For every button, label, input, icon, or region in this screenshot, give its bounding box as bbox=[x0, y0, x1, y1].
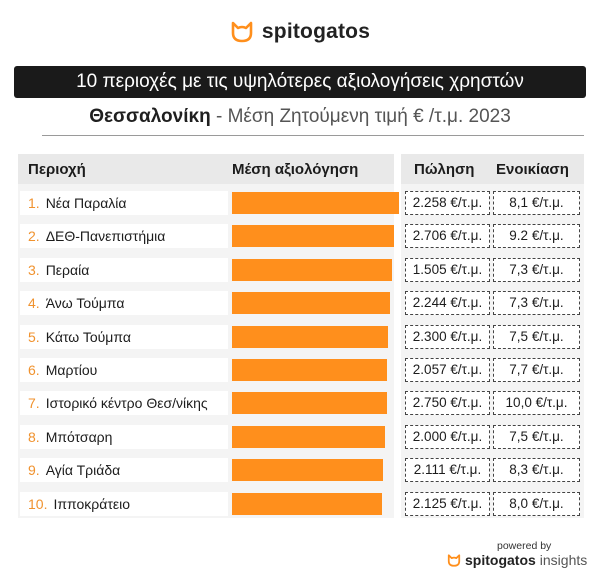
area-label: 2. ΔΕΘ-Πανεπιστήμια bbox=[28, 224, 165, 248]
rent-price-cell: 9.2 €/τ.μ. bbox=[493, 224, 580, 248]
ratings-panel: Περιοχή Μέση αξιολόγηση 1. Νέα Παραλία 2. Δ… bbox=[18, 154, 399, 518]
area-row-background bbox=[20, 291, 228, 315]
area-label: 3. Περαία bbox=[28, 258, 89, 282]
area-name: ΔΕΘ-Πανεπιστήμια bbox=[45, 228, 166, 244]
area-label: 10. Ιπποκράτειο bbox=[28, 492, 130, 516]
subtitle-divider bbox=[42, 135, 584, 136]
area-row-background bbox=[20, 258, 228, 282]
area-label: 8. Μπότσαρη bbox=[28, 425, 112, 449]
rating-bar bbox=[232, 426, 385, 448]
rank-number: 9. bbox=[28, 462, 40, 478]
area-name: Άνω Τούμπα bbox=[45, 295, 125, 311]
area-row-background bbox=[20, 325, 228, 349]
subtitle-rest: - Μέση Ζητούμενη τιμή € /τ.μ. 2023 bbox=[210, 106, 511, 127]
rank-number: 1. bbox=[28, 195, 40, 211]
sale-price-cell: 2.125 €/τ.μ. bbox=[405, 492, 490, 516]
logo-text: spitogatos bbox=[261, 20, 371, 43]
sale-price-cell: 2.244 €/τ.μ. bbox=[405, 291, 490, 315]
rent-price-cell: 7,5 €/τ.μ. bbox=[493, 425, 580, 449]
sale-price-cell: 2.000 €/τ.μ. bbox=[405, 425, 490, 449]
area-name: Ιπποκράτειο bbox=[53, 496, 130, 512]
prices-header-row: Πώληση Ενοικίαση bbox=[401, 154, 584, 184]
rent-price-cell: 7,7 €/τ.μ. bbox=[493, 358, 580, 382]
area-name: Μπότσαρη bbox=[45, 429, 113, 445]
area-row-background bbox=[20, 358, 228, 382]
rating-bar bbox=[232, 292, 390, 314]
sale-price-cell: 1.505 €/τ.μ. bbox=[405, 258, 490, 282]
rent-price-cell: 8,3 €/τ.μ. bbox=[493, 458, 580, 482]
sale-price-cell: 2.057 €/τ.μ. bbox=[405, 358, 490, 382]
rating-bar bbox=[232, 493, 382, 515]
area-name: Περαία bbox=[45, 262, 90, 278]
rating-bar bbox=[232, 459, 383, 481]
footer-brand-light: insights bbox=[539, 552, 588, 568]
rank-number: 4. bbox=[28, 295, 40, 311]
rent-price-cell: 7,3 €/τ.μ. bbox=[493, 258, 580, 282]
area-label: 4. Άνω Τούμπα bbox=[28, 291, 124, 315]
rent-price-cell: 7,5 €/τ.μ. bbox=[493, 325, 580, 349]
area-row-background bbox=[20, 224, 228, 248]
prices-panel: Πώληση Ενοικίαση 2.258 €/τ.μ. 8,1 €/τ.μ. 2… bbox=[401, 154, 584, 518]
rent-price-cell: 7,3 €/τ.μ. bbox=[493, 291, 580, 315]
rank-number: 3. bbox=[28, 262, 40, 278]
area-label: 1. Νέα Παραλία bbox=[28, 191, 127, 215]
spitogatos-insights-logo: spitogatos insights bbox=[447, 552, 587, 568]
area-row-background bbox=[20, 492, 228, 516]
rating-bar bbox=[232, 326, 388, 348]
area-name: Αγία Τριάδα bbox=[45, 462, 121, 478]
footer-brand-bold: spitogatos bbox=[465, 552, 536, 568]
rank-number: 8. bbox=[28, 429, 40, 445]
rent-price-cell: 8,0 €/τ.μ. bbox=[493, 492, 580, 516]
area-label: 6. Μαρτίου bbox=[28, 358, 97, 382]
area-name: Κάτω Τούμπα bbox=[45, 329, 131, 345]
sale-price-cell: 2.111 €/τ.μ. bbox=[405, 458, 490, 482]
chart-title: 10 περιοχές με τις υψηλότερες αξιολογήσε… bbox=[14, 66, 586, 98]
rent-price-cell: 8,1 €/τ.μ. bbox=[493, 191, 580, 215]
rating-bar bbox=[232, 259, 392, 281]
area-label: 7. Ιστορικό κέντρο Θεσ/νίκης bbox=[28, 391, 208, 415]
area-name: Ιστορικό κέντρο Θεσ/νίκης bbox=[45, 395, 208, 411]
area-label: 9. Αγία Τριάδα bbox=[28, 458, 120, 482]
area-column-header: Περιοχή bbox=[28, 161, 86, 178]
area-label: 5. Κάτω Τούμπα bbox=[28, 325, 131, 349]
rank-number: 5. bbox=[28, 329, 40, 345]
area-row-background bbox=[20, 391, 228, 415]
sale-column-header: Πώληση bbox=[414, 161, 475, 178]
rating-column-header: Μέση αξιολόγηση bbox=[232, 161, 359, 178]
sale-price-cell: 2.750 €/τ.μ. bbox=[405, 391, 490, 415]
area-name: Νέα Παραλία bbox=[45, 195, 127, 211]
spitogatos-logo: spitogatos bbox=[0, 20, 600, 44]
rent-price-cell: 10,0 €/τ.μ. bbox=[493, 391, 580, 415]
rating-bar bbox=[232, 225, 394, 247]
sale-price-cell: 2.300 €/τ.μ. bbox=[405, 325, 490, 349]
rent-column-header: Ενοικίαση bbox=[496, 161, 569, 178]
chart-subtitle: Θεσσαλονίκη - Μέση Ζητούμενη τιμή € /τ.μ… bbox=[0, 106, 600, 128]
area-row-background bbox=[20, 191, 228, 215]
rank-number: 6. bbox=[28, 362, 40, 378]
rank-number: 10. bbox=[28, 496, 48, 512]
powered-by-label: powered by bbox=[497, 540, 552, 552]
area-name: Μαρτίου bbox=[45, 362, 98, 378]
cat-logo-icon bbox=[447, 553, 461, 567]
area-row-background bbox=[20, 425, 228, 449]
rating-bar bbox=[232, 192, 399, 214]
sale-price-cell: 2.258 €/τ.μ. bbox=[405, 191, 490, 215]
subtitle-city: Θεσσαλονίκη bbox=[89, 106, 211, 127]
sale-price-cell: 2.706 €/τ.μ. bbox=[405, 224, 490, 248]
rank-number: 2. bbox=[28, 228, 40, 244]
ratings-header-row: Περιοχή Μέση αξιολόγηση bbox=[18, 154, 394, 184]
cat-logo-icon bbox=[231, 21, 253, 43]
rating-bar bbox=[232, 392, 387, 414]
rating-bar bbox=[232, 359, 387, 381]
rank-number: 7. bbox=[28, 395, 40, 411]
area-row-background bbox=[20, 458, 228, 482]
